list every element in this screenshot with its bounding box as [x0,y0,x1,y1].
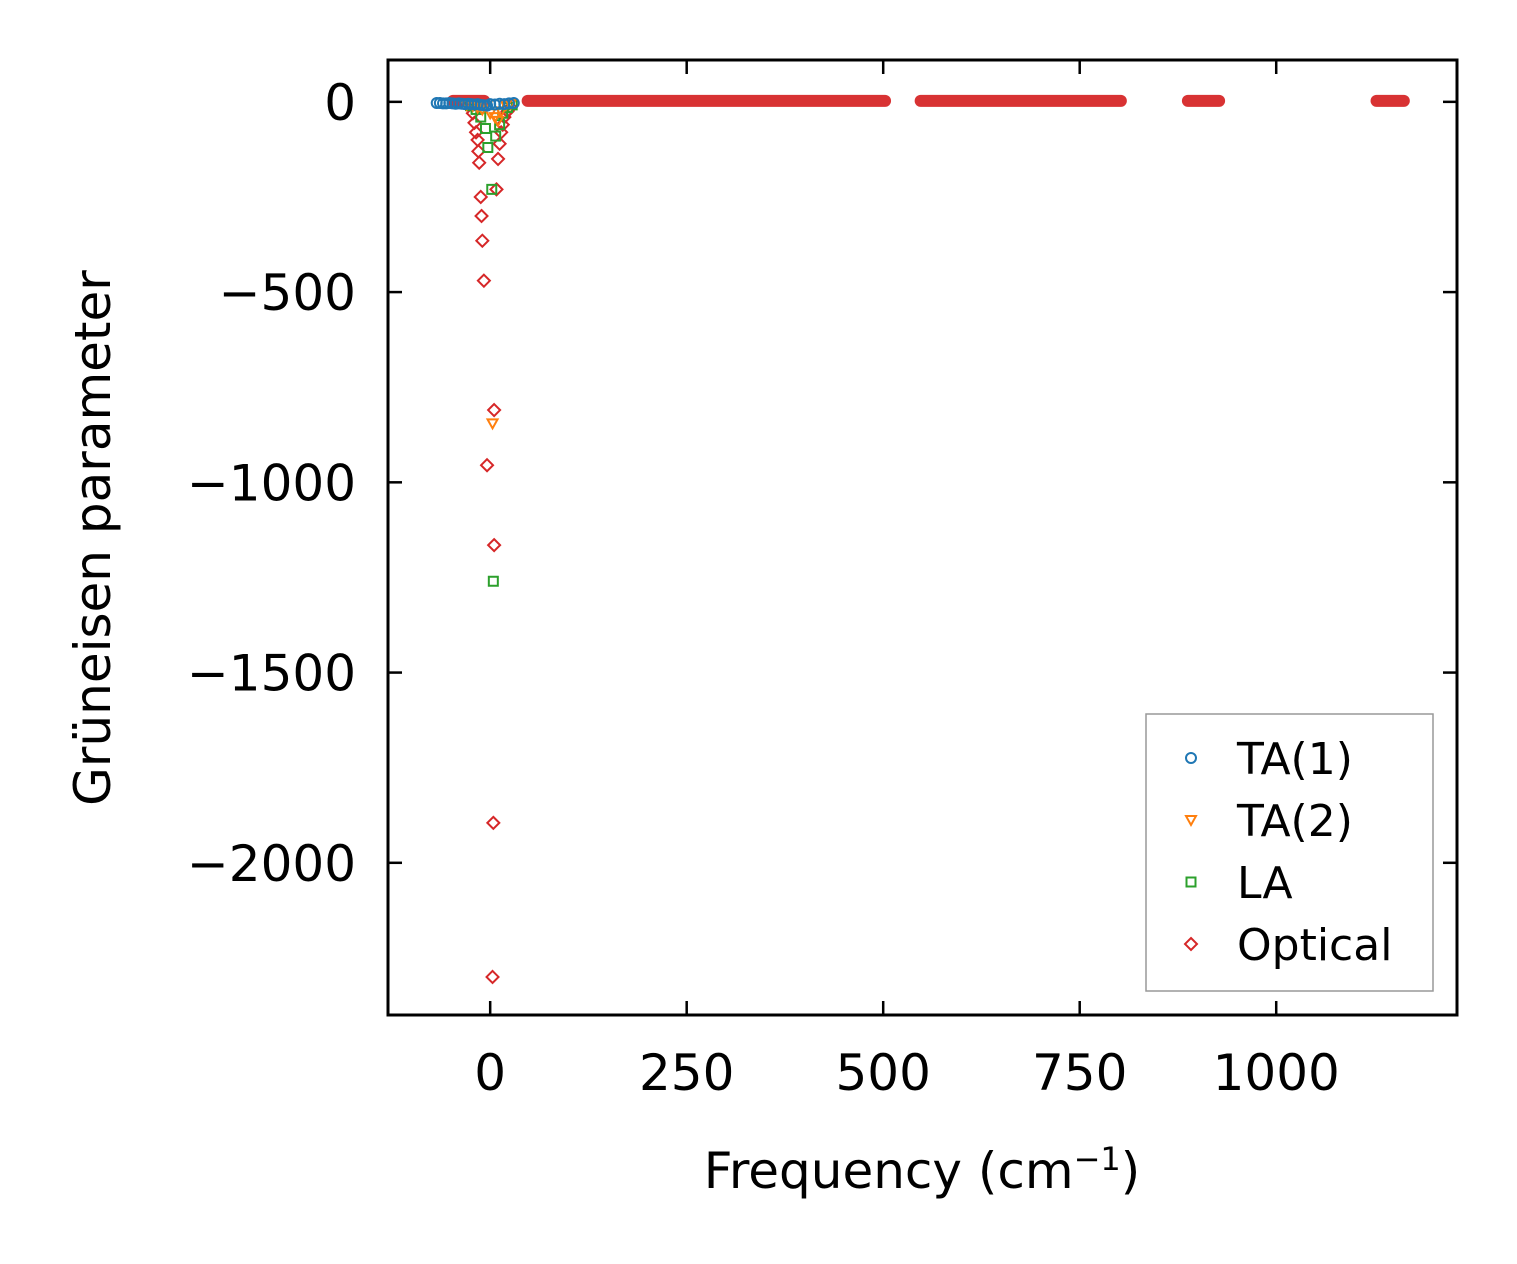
series-optical-point [485,815,501,831]
series-optical-point [490,151,506,167]
x-axis-label: Frequency (cm−1) [704,1140,1141,1200]
series-optical-point [489,181,504,197]
series-la-point [479,122,491,134]
series-ta-2-point [491,115,505,128]
series-optical-point [486,402,502,418]
series-optical-point [479,457,495,473]
plot-area [430,94,1410,985]
series-optical-point [493,124,509,140]
y-tick-label: −2000 [187,835,356,893]
series-ta-2-point [485,418,500,431]
x-tick-label: 750 [1032,1044,1127,1102]
series-la-point [494,119,506,131]
series-la-point [487,575,499,587]
legend-marker-optical [1183,936,1199,952]
x-axis-label-superscript: −1 [1074,1140,1121,1178]
series-la-point [490,130,502,142]
series-ta-1-point [507,96,520,109]
y-tick-label: −500 [219,264,356,322]
legend-label-la: LA [1237,858,1293,909]
ticks: 0 250 500 750 1000 0 −500 −1000 −1500 −2000 [187,60,1457,1102]
x-axis-label-suffix: ) [1121,1142,1141,1200]
legend-marker-ta-2 [1184,815,1198,828]
series-optical-point [476,273,492,289]
series-ta-1 [430,96,520,112]
series-la [465,99,518,587]
series-ta-2 [459,98,518,431]
plot-frame [386,58,1459,1017]
series-optical-point [485,969,500,985]
series-optical-band [914,94,1127,107]
y-axis-label: Grüneisen parameter [64,270,122,806]
legend-label-ta-2: TA(2) [1236,796,1353,847]
series-ta-1-point [503,97,516,110]
legend-marker-ta-1 [1185,752,1197,764]
series-optical-point [471,155,487,171]
series-optical-band [1370,94,1410,107]
series-la-point [482,142,494,154]
series-optical-band [521,94,892,107]
series-optical-point [474,208,489,224]
legend-label-optical: Optical [1237,920,1392,971]
series-optical-band [1181,94,1226,107]
series-optical-point [492,136,508,152]
y-tick-label: −1500 [187,645,356,703]
series-la-point [486,183,498,195]
legend-marker-la [1185,876,1197,888]
series-optical-point [474,233,490,249]
y-tick-label: 0 [324,74,356,132]
series-optical-point [473,189,489,205]
x-tick-label: 500 [835,1044,930,1102]
y-tick-label: −1000 [187,454,356,512]
x-tick-label: 1000 [1213,1044,1340,1102]
legend: TA(1) TA(2) LA Optical [1145,713,1434,992]
x-tick-label: 0 [474,1044,506,1102]
x-tick-label: 250 [639,1044,734,1102]
legend-frame [1145,713,1434,992]
series-optical-point [486,537,502,553]
legend-label-ta-1: TA(1) [1236,734,1353,785]
